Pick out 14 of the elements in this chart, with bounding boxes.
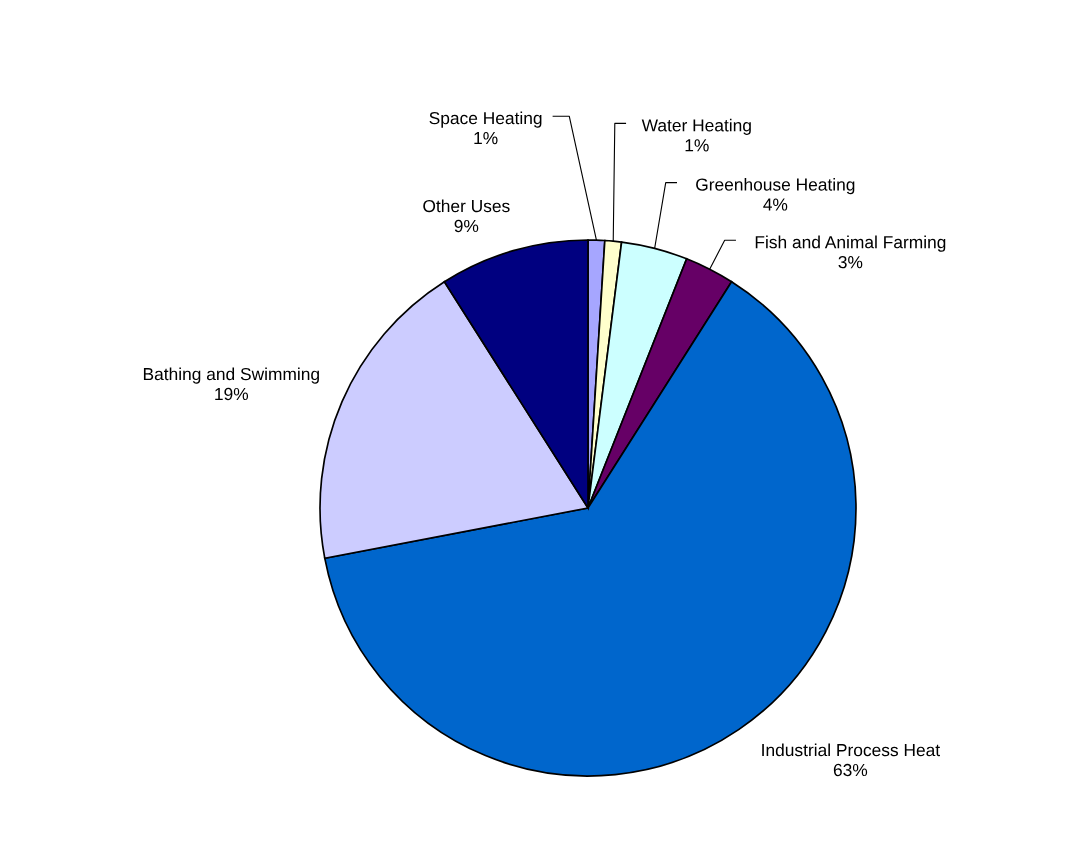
data-label: 1%	[474, 132, 498, 145]
slice-label: Bathing and Swimming	[143, 367, 319, 384]
data-label: 19%	[215, 387, 249, 401]
data-label: 63%	[833, 763, 868, 777]
slice-label: Space Heating	[429, 111, 542, 128]
slice-label: Water Heating	[641, 118, 751, 135]
slice-label: Industrial Process Heat	[762, 743, 940, 757]
data-label: 1%	[685, 139, 709, 152]
data-label: 3%	[838, 256, 863, 269]
slice-label: Greenhouse Heating	[696, 177, 855, 195]
slice-label: Other Uses	[423, 199, 510, 213]
slice-label: Fish and Animal Farming	[755, 235, 946, 252]
data-label: 4%	[763, 198, 788, 211]
data-label: 9%	[454, 219, 479, 233]
